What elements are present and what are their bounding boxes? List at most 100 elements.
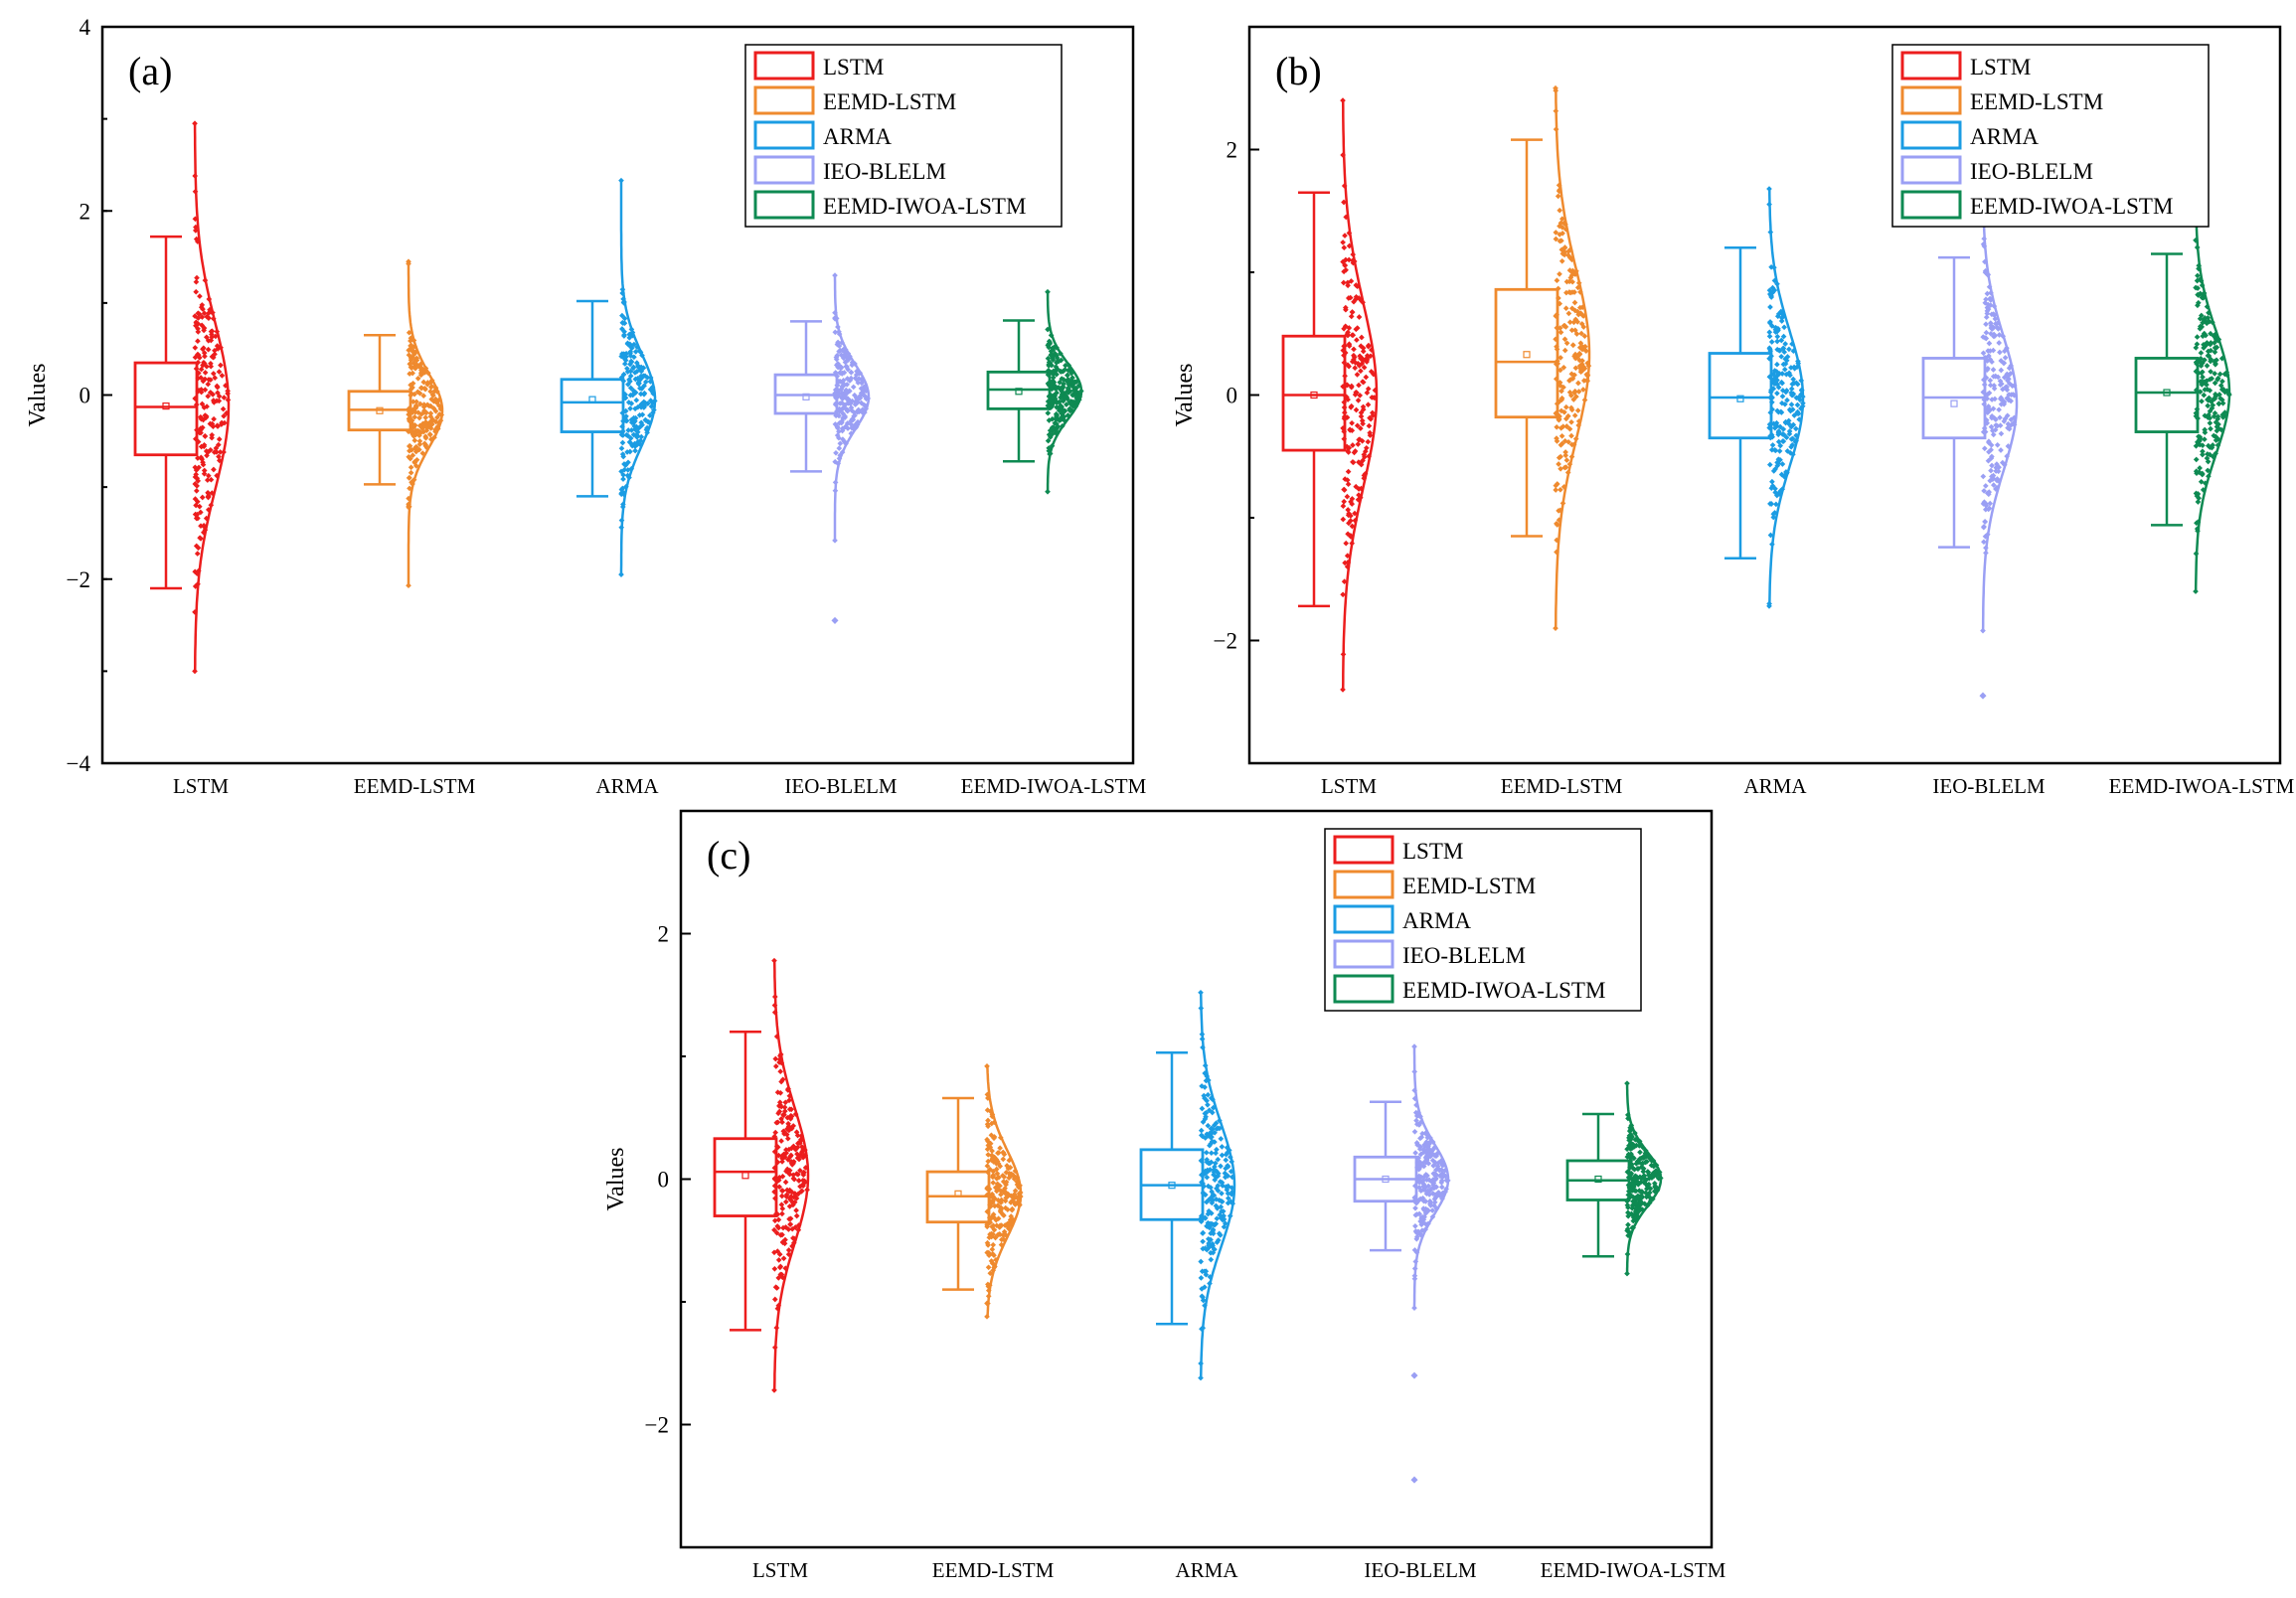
data-point	[207, 446, 214, 453]
data-point	[1350, 442, 1356, 448]
data-point	[637, 423, 644, 429]
data-point	[771, 1265, 778, 1272]
data-point	[620, 296, 626, 302]
data-point	[415, 409, 421, 416]
data-point	[1442, 1173, 1449, 1180]
data-point	[1572, 435, 1579, 442]
data-point	[1214, 1168, 1220, 1175]
data-point	[1206, 1242, 1212, 1249]
data-point	[1217, 1117, 1223, 1124]
data-point	[832, 487, 839, 494]
data-point	[1783, 388, 1790, 394]
data-point	[773, 1285, 780, 1291]
data-point	[2002, 415, 2009, 422]
data-point	[1045, 402, 1052, 409]
data-point	[1230, 1200, 1236, 1206]
data-point	[1562, 221, 1568, 228]
data-point	[209, 434, 215, 441]
data-point	[1577, 289, 1583, 295]
data-point	[1341, 352, 1347, 359]
data-point	[1070, 387, 1077, 394]
mean-marker	[376, 406, 384, 414]
data-point	[1981, 236, 1988, 242]
data-point	[1574, 407, 1581, 413]
data-point	[788, 1113, 795, 1120]
data-point	[990, 1222, 997, 1229]
data-point	[193, 467, 200, 473]
data-point	[619, 423, 625, 430]
data-point	[802, 1152, 809, 1159]
data-point	[1580, 387, 1586, 393]
data-point	[1058, 402, 1064, 409]
data-point	[410, 399, 416, 405]
data-point	[1418, 1221, 1425, 1228]
data-point	[778, 1188, 785, 1194]
data-point	[1353, 406, 1360, 413]
legend-label: IEO-BLELM	[823, 159, 946, 184]
data-point	[771, 1345, 778, 1351]
data-point	[1202, 1302, 1208, 1309]
data-point	[627, 385, 634, 392]
data-point	[1988, 455, 1995, 461]
data-point	[1199, 1326, 1205, 1333]
data-point	[1627, 1124, 1634, 1131]
data-point	[1624, 1080, 1630, 1086]
data-point	[1793, 432, 1799, 439]
legend-label: IEO-BLELM	[1402, 943, 1526, 968]
data-point	[1584, 378, 1590, 385]
data-point	[223, 383, 229, 389]
data-point	[1415, 1198, 1422, 1203]
data-point	[1561, 336, 1568, 343]
data-point	[422, 418, 429, 425]
data-point	[225, 397, 232, 403]
data-point	[997, 1163, 1004, 1170]
data-point	[1998, 430, 2005, 437]
x-category-label: EEMD-LSTM	[932, 1558, 1055, 1582]
data-point	[2194, 334, 2201, 340]
data-point	[1345, 279, 1351, 286]
data-point	[642, 373, 648, 380]
data-point	[417, 372, 424, 379]
data-point	[198, 415, 205, 422]
legend-swatch	[753, 155, 815, 185]
data-point	[1800, 400, 1806, 406]
mean-marker	[1736, 395, 1744, 402]
data-point	[1430, 1180, 1437, 1187]
data-point	[1198, 1258, 1205, 1265]
data-point	[196, 355, 203, 361]
data-point	[1060, 384, 1066, 391]
data-point	[1063, 362, 1068, 369]
data-point	[1770, 386, 1777, 392]
legend: LSTM EEMD-LSTM ARMA IEO-BLELM EEMD-IWOA-LSTM	[744, 44, 1063, 228]
data-point	[423, 444, 430, 451]
data-point	[1769, 483, 1776, 489]
data-point	[620, 299, 627, 306]
data-point	[2200, 451, 2206, 458]
data-point	[1433, 1205, 1440, 1212]
data-point	[1223, 1184, 1230, 1191]
data-point	[987, 1166, 993, 1173]
data-point	[406, 501, 411, 508]
data-point	[1774, 361, 1780, 368]
data-point	[987, 1140, 994, 1147]
data-point	[1557, 325, 1563, 331]
data-point	[1357, 393, 1364, 399]
data-point	[1358, 368, 1364, 375]
data-point	[1773, 501, 1779, 508]
x-category-label: IEO-BLELM	[1932, 774, 2045, 798]
data-point	[1068, 370, 1074, 377]
data-point	[788, 1145, 795, 1152]
data-point	[995, 1215, 1002, 1222]
data-point	[1229, 1174, 1235, 1181]
data-point	[1006, 1175, 1012, 1182]
data-point	[802, 1165, 809, 1171]
data-point	[1984, 367, 1991, 374]
data-point	[212, 375, 219, 382]
data-point	[1048, 332, 1055, 339]
data-point	[798, 1136, 804, 1143]
data-point	[1995, 468, 2002, 475]
data-point	[993, 1256, 999, 1263]
legend-label: LSTM	[823, 55, 884, 80]
data-point	[1980, 627, 1986, 634]
data-point	[1208, 1095, 1215, 1101]
